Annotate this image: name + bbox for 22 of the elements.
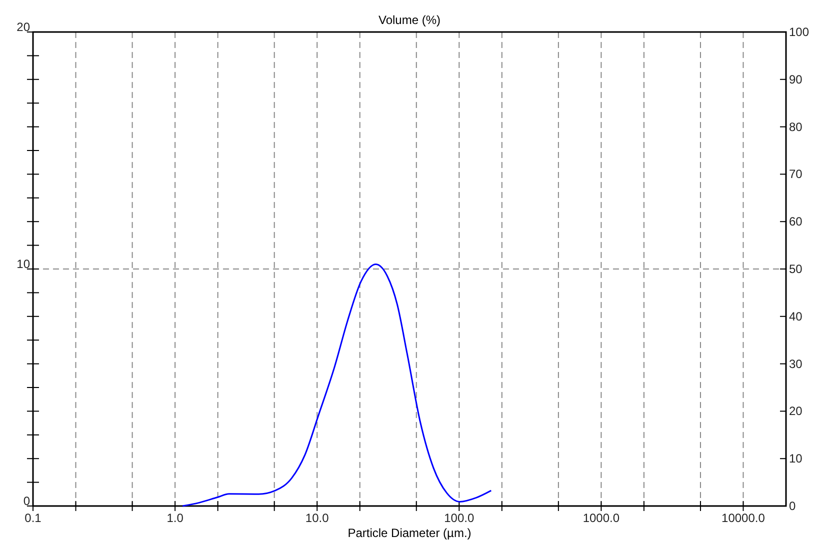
x-tick-label: 1000.0	[582, 511, 620, 525]
x-axis-title: Particle Diameter (µm.)	[348, 526, 472, 540]
x-tick-label: 10000.0	[722, 511, 766, 525]
x-tick-label: 0.1	[24, 511, 42, 525]
y2-tick-label: 90	[789, 72, 803, 86]
y2-tick-label: 50	[789, 262, 803, 276]
x-tick-label: 1.0	[166, 511, 184, 525]
y2-tick-label: 60	[789, 214, 803, 229]
x-tick-label: 10.0	[305, 511, 330, 525]
y-tick-label: 20	[16, 20, 30, 34]
y-tick-label: 10	[16, 257, 30, 271]
y2-tick-label: 10	[789, 452, 803, 466]
y2-tick-label: 80	[789, 120, 803, 134]
y2-tick-label: 0	[789, 499, 796, 513]
y2-tick-label: 30	[789, 356, 803, 371]
y2-tick-label: 100	[789, 25, 810, 39]
y-tick-label: 0	[23, 494, 30, 508]
y2-tick-label: 40	[789, 309, 803, 324]
y2-tick-label: 20	[789, 404, 803, 418]
x-tick-label: 100.0	[444, 511, 474, 525]
chart-title: Volume (%)	[378, 13, 441, 27]
y2-tick-label: 70	[789, 167, 803, 182]
